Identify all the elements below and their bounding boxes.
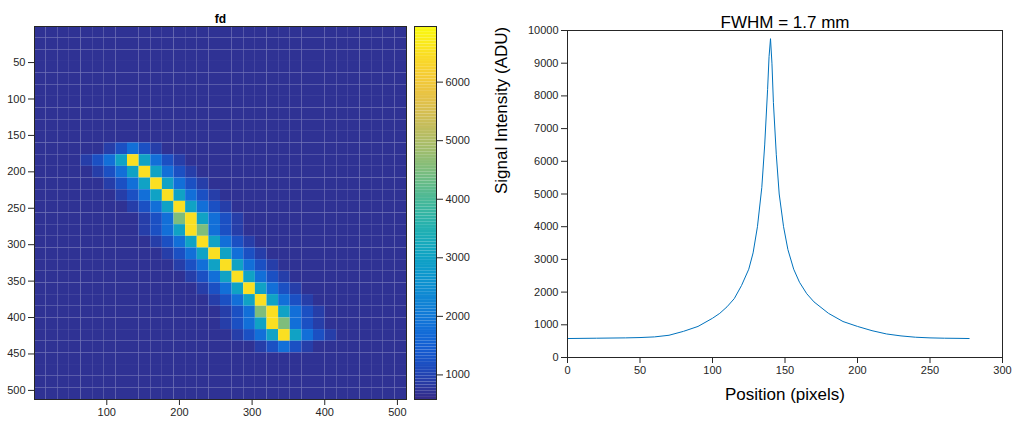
svg-text:500: 500 [7,384,25,396]
svg-text:2000: 2000 [534,286,558,298]
svg-text:FWHM = 1.7 mm: FWHM = 1.7 mm [721,13,850,32]
svg-text:1000: 1000 [534,318,558,330]
svg-text:5000: 5000 [446,134,470,146]
svg-text:0: 0 [552,351,558,363]
svg-text:300: 300 [243,406,261,418]
svg-text:6000: 6000 [446,76,470,88]
svg-text:50: 50 [634,364,646,376]
svg-text:50: 50 [13,56,25,68]
svg-text:8000: 8000 [534,89,558,101]
svg-text:300: 300 [993,364,1011,376]
svg-text:3000: 3000 [534,253,558,265]
svg-text:1000: 1000 [446,368,470,380]
svg-text:2000: 2000 [446,310,470,322]
svg-text:4000: 4000 [446,193,470,205]
svg-text:100: 100 [703,364,721,376]
svg-text:100: 100 [7,93,25,105]
svg-text:350: 350 [7,275,25,287]
svg-text:400: 400 [316,406,334,418]
svg-text:fd: fd [215,12,226,26]
svg-text:3000: 3000 [446,251,470,263]
svg-text:150: 150 [776,364,794,376]
svg-text:250: 250 [7,202,25,214]
svg-text:7000: 7000 [534,122,558,134]
svg-text:100: 100 [98,406,116,418]
svg-text:300: 300 [7,238,25,250]
svg-text:6000: 6000 [534,155,558,167]
svg-text:200: 200 [7,165,25,177]
svg-text:500: 500 [388,406,406,418]
svg-text:250: 250 [921,364,939,376]
svg-text:450: 450 [7,347,25,359]
svg-text:Signal Intensity (ADU): Signal Intensity (ADU) [492,27,511,194]
svg-text:5000: 5000 [534,188,558,200]
svg-text:200: 200 [170,406,188,418]
svg-text:9000: 9000 [534,57,558,69]
svg-text:200: 200 [848,364,866,376]
svg-text:4000: 4000 [534,220,558,232]
svg-text:Position (pixels): Position (pixels) [725,385,845,404]
svg-text:0: 0 [564,364,570,376]
svg-text:10000: 10000 [528,24,559,36]
svg-text:400: 400 [7,311,25,323]
svg-text:150: 150 [7,129,25,141]
